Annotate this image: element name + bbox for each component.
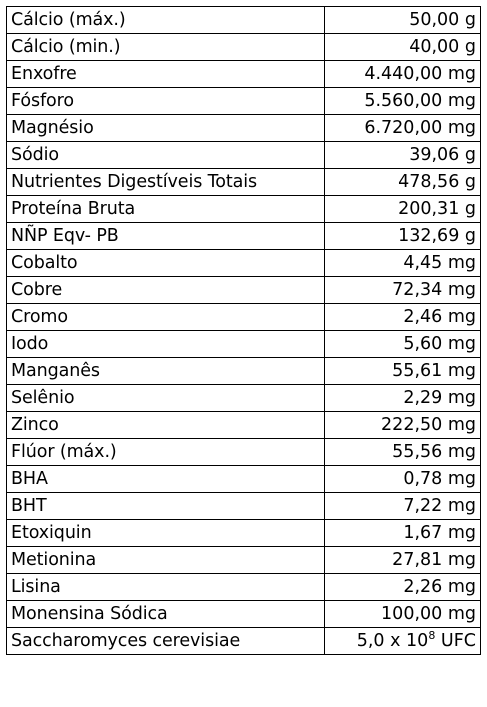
nutrient-value: 478,56 g [324,168,481,196]
nutrient-table-container: Cálcio (máx.) 50,00 g Cálcio (min.) 40,00 g… [6,6,481,655]
table-row: Lisina 2,26 mg [6,573,481,601]
nutrient-name: Saccharomyces cerevisiae [6,627,325,655]
nutrient-name: Cromo [6,303,325,331]
nutrient-name: BHT [6,492,325,520]
nutrient-name: Fósforo [6,87,325,115]
nutrient-name: Zinco [6,411,325,439]
value-unit: UFC [435,631,476,651]
table-row: Etoxiquin 1,67 mg [6,519,481,547]
nutrient-value: 72,34 mg [324,276,481,304]
nutrient-value: 50,00 g [324,6,481,34]
table-row: Manganês 55,61 mg [6,357,481,385]
nutrient-value: 39,06 g [324,141,481,169]
nutrient-name: Cálcio (min.) [6,33,325,61]
nutrient-value: 40,00 g [324,33,481,61]
nutrient-value: 4,45 mg [324,249,481,277]
nutrient-value: 6.720,00 mg [324,114,481,142]
table-row: Proteína Bruta 200,31 g [6,195,481,223]
table-row: Cobre 72,34 mg [6,276,481,304]
nutrient-value: 222,50 mg [324,411,481,439]
table-row: Flúor (máx.) 55,56 mg [6,438,481,466]
nutrient-name: Iodo [6,330,325,358]
table-row: Cálcio (máx.) 50,00 g [6,6,481,34]
nutrient-value: 55,61 mg [324,357,481,385]
table-row: BHT 7,22 mg [6,492,481,520]
nutrient-name: Cobalto [6,249,325,277]
nutrient-table: Cálcio (máx.) 50,00 g Cálcio (min.) 40,00 g… [6,6,481,655]
nutrient-name: NÑP Eqv- PB [6,222,325,250]
nutrient-name: Metionina [6,546,325,574]
value-base: 5,0 x 10 [356,631,429,651]
nutrient-name: Etoxiquin [6,519,325,547]
nutrient-name: Magnésio [6,114,325,142]
nutrient-value: 2,46 mg [324,303,481,331]
nutrient-value: 200,31 g [324,195,481,223]
table-row: Sódio 39,06 g [6,141,481,169]
table-row: Magnésio 6.720,00 mg [6,114,481,142]
table-row: Cromo 2,46 mg [6,303,481,331]
nutrient-value: 27,81 mg [324,546,481,574]
nutrient-value: 2,26 mg [324,573,481,601]
nutrient-name: Flúor (máx.) [6,438,325,466]
nutrient-value: 5.560,00 mg [324,87,481,115]
table-row: Cálcio (min.) 40,00 g [6,33,481,61]
nutrient-name: Selênio [6,384,325,412]
nutrient-name: Cobre [6,276,325,304]
table-row: Zinco 222,50 mg [6,411,481,439]
nutrient-name: BHA [6,465,325,493]
table-row: Saccharomyces cerevisiae 5,0 x 108 UFC [6,627,481,655]
nutrient-value: 5,0 x 108 UFC [324,627,481,655]
table-row: Cobalto 4,45 mg [6,249,481,277]
nutrient-name: Monensina Sódica [6,600,325,628]
nutrient-name: Nutrientes Digestíveis Totais [6,168,325,196]
table-row: BHA 0,78 mg [6,465,481,493]
table-row: Iodo 5,60 mg [6,330,481,358]
table-row: Monensina Sódica 100,00 mg [6,600,481,628]
nutrient-value: 1,67 mg [324,519,481,547]
nutrient-table-body: Cálcio (máx.) 50,00 g Cálcio (min.) 40,00 g… [6,6,481,655]
nutrient-name: Manganês [6,357,325,385]
table-row: Metionina 27,81 mg [6,546,481,574]
nutrient-value: 4.440,00 mg [324,60,481,88]
table-row: Nutrientes Digestíveis Totais 478,56 g [6,168,481,196]
nutrient-value: 100,00 mg [324,600,481,628]
table-row: Enxofre 4.440,00 mg [6,60,481,88]
nutrient-name: Cálcio (máx.) [6,6,325,34]
nutrient-name: Sódio [6,141,325,169]
table-row: Fósforo 5.560,00 mg [6,87,481,115]
nutrient-name: Proteína Bruta [6,195,325,223]
value-exponent: 8 [428,629,436,643]
nutrient-name: Enxofre [6,60,325,88]
table-row: NÑP Eqv- PB 132,69 g [6,222,481,250]
nutrient-value: 132,69 g [324,222,481,250]
nutrient-value: 2,29 mg [324,384,481,412]
nutrient-value: 55,56 mg [324,438,481,466]
nutrient-name: Lisina [6,573,325,601]
table-row: Selênio 2,29 mg [6,384,481,412]
nutrient-value: 5,60 mg [324,330,481,358]
nutrient-value: 7,22 mg [324,492,481,520]
nutrient-value: 0,78 mg [324,465,481,493]
